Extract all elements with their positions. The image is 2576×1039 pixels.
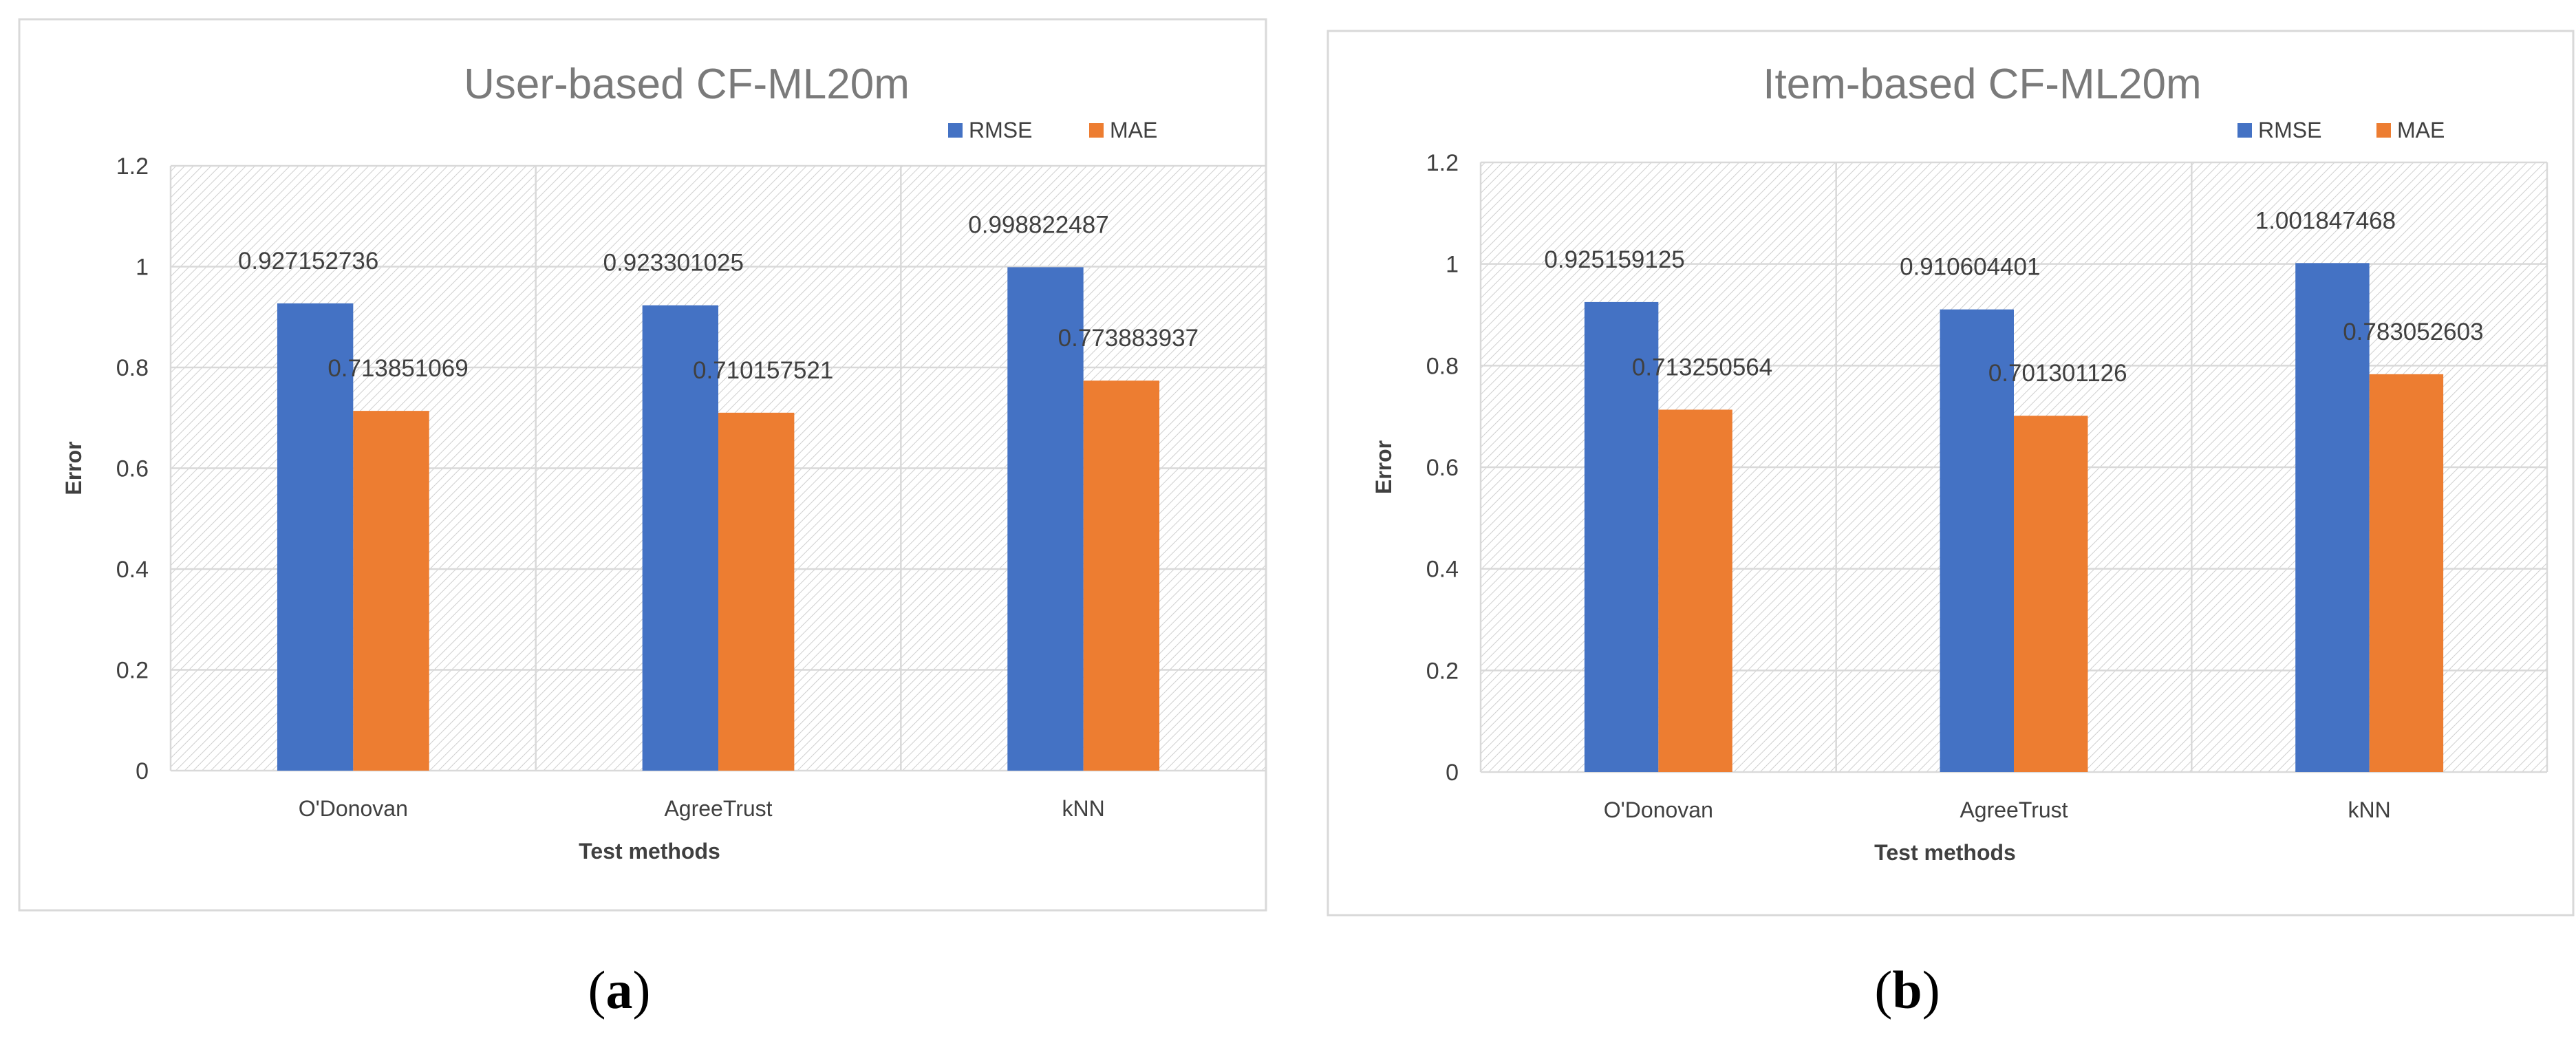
bar-rmse: [277, 303, 354, 771]
y-tick-label: 0.4: [1426, 557, 1459, 583]
chart-title: Item-based CF-ML20m: [1763, 61, 2201, 108]
legend-swatch-rmse: [2237, 123, 2252, 138]
caption-close: ): [633, 960, 651, 1020]
y-tick-label: 0.2: [1426, 658, 1459, 684]
x-tick-label: AgreeTrust: [664, 796, 772, 821]
caption-letter: b: [1892, 960, 1922, 1020]
data-label: 1.001847468: [2255, 207, 2396, 234]
y-tick-label: 0.8: [1426, 353, 1459, 379]
bar-mae: [1083, 381, 1160, 771]
chart-panel-a: 0 0.2 0.4 0.6 0.8 1 1.2 0.927152736 0.713851069 O…: [18, 18, 1267, 1020]
y-tick-label: 0.8: [116, 355, 149, 381]
x-tick-label: AgreeTrust: [1960, 797, 2068, 822]
chart-panel-b: 0 0.2 0.4 0.6 0.8 1 1.2 0.925159125 0.713250564 O…: [1288, 0, 2576, 1039]
x-axis-title: Test methods: [1874, 840, 2016, 865]
y-tick-label: 0.2: [116, 658, 149, 684]
data-label: 0.998822487: [968, 211, 1108, 238]
x-tick-label: kNN: [2348, 797, 2391, 822]
data-label: 0.783052603: [2343, 319, 2483, 345]
bar-mae: [353, 411, 429, 771]
y-axis-title: Error: [1371, 440, 1396, 494]
data-label: 0.713250564: [1632, 354, 1772, 381]
figure-caption: (a): [588, 960, 651, 1020]
y-tick-label: 0.6: [1426, 455, 1459, 481]
bar-mae: [1658, 409, 1732, 772]
bar-mae: [718, 412, 795, 771]
bar-rmse: [2295, 263, 2370, 772]
chart-svg-a: 0 0.2 0.4 0.6 0.8 1 1.2 0.927152736 0.713851069 O…: [18, 18, 1267, 1020]
x-tick-label: kNN: [1062, 796, 1105, 821]
legend-swatch-mae: [1089, 123, 1104, 138]
bar-mae: [2369, 374, 2444, 772]
y-tick-label: 1.2: [116, 153, 149, 180]
x-tick-label: O'Donovan: [1604, 797, 1713, 822]
data-label: 0.773883937: [1058, 325, 1199, 352]
data-label: 0.910604401: [1900, 254, 2040, 281]
y-axis-title: Error: [61, 441, 86, 495]
data-label: 0.710157521: [693, 357, 833, 384]
legend-label: MAE: [2397, 118, 2445, 142]
data-label: 0.923301025: [603, 250, 744, 277]
caption-letter: a: [606, 960, 633, 1020]
data-label: 0.927152736: [238, 248, 378, 275]
caption-open: (: [588, 960, 606, 1020]
figure-caption: (b): [1874, 960, 1940, 1020]
x-tick-label: O'Donovan: [299, 796, 408, 821]
y-tick-label: 1: [1446, 252, 1459, 278]
data-label: 0.713851069: [328, 355, 468, 382]
chart-svg-b: 0 0.2 0.4 0.6 0.8 1 1.2 0.925159125 0.713250564 O…: [1327, 30, 2575, 1020]
bar-mae: [2014, 416, 2088, 772]
legend-label: RMSE: [969, 118, 1032, 142]
legend-swatch-rmse: [948, 123, 963, 138]
y-tick-label: 1: [136, 255, 149, 281]
caption-open: (: [1874, 960, 1892, 1020]
legend-label: RMSE: [2258, 118, 2321, 142]
y-tick-label: 0.4: [116, 557, 149, 583]
x-axis-title: Test methods: [579, 839, 720, 864]
legend-swatch-mae: [2376, 123, 2391, 138]
legend-label: MAE: [1110, 118, 1157, 142]
bar-rmse: [642, 305, 718, 771]
data-label: 0.701301126: [1988, 360, 2127, 387]
y-tick-label: 0: [1446, 760, 1459, 786]
caption-close: ): [1922, 960, 1940, 1020]
y-tick-label: 1.2: [1426, 150, 1459, 176]
bar-rmse: [1007, 267, 1084, 771]
bar-rmse: [1940, 309, 2014, 772]
y-tick-label: 0: [136, 758, 149, 784]
data-label: 0.925159125: [1544, 246, 1684, 273]
bar-rmse: [1584, 301, 1659, 772]
chart-title: User-based CF-ML20m: [464, 61, 910, 108]
y-tick-label: 0.6: [116, 456, 149, 482]
